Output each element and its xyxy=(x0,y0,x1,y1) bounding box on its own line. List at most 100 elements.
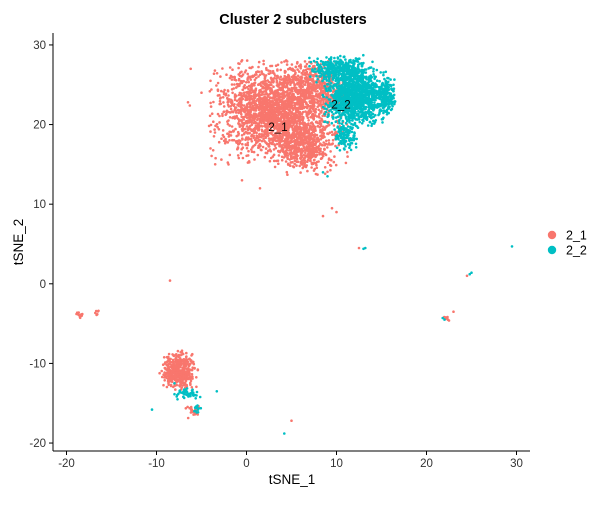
point-2_1 xyxy=(228,66,232,69)
point-2_1 xyxy=(256,70,259,73)
point-2_1 xyxy=(190,368,194,372)
point-2_1 xyxy=(184,407,188,410)
point-2_1 xyxy=(217,128,221,131)
point-2_1 xyxy=(236,147,239,151)
point-2_2 xyxy=(365,115,369,119)
point-2_1 xyxy=(257,60,261,64)
point-2_1 xyxy=(288,152,291,155)
point-2_1 xyxy=(269,64,272,68)
point-2_1 xyxy=(252,119,256,122)
point-2_1 xyxy=(302,138,306,141)
point-2_2 xyxy=(358,120,362,124)
point-2_1 xyxy=(231,110,234,113)
point-2_1 xyxy=(172,354,175,357)
point-2_2 xyxy=(315,60,319,64)
point-2_1 xyxy=(247,136,250,139)
point-2_2 xyxy=(329,104,333,108)
point-2_1 xyxy=(315,98,319,101)
point-2_1 xyxy=(214,156,217,160)
point-2_1 xyxy=(299,78,302,82)
point-2_2 xyxy=(324,110,328,114)
point-2_1 xyxy=(331,133,335,136)
point-2_1 xyxy=(280,115,283,118)
point-2_2 xyxy=(316,57,319,60)
point-2_1 xyxy=(286,124,290,128)
point-2_1 xyxy=(307,135,310,139)
point-2_1 xyxy=(240,60,243,63)
point-2_1 xyxy=(283,140,287,144)
point-2_1 xyxy=(307,140,311,143)
point-2_1 xyxy=(246,77,249,80)
point-2_1 xyxy=(292,92,295,96)
point-2_2 xyxy=(341,84,344,88)
point-2_1 xyxy=(230,83,234,86)
point-2_1 xyxy=(296,68,299,71)
point-2_1 xyxy=(306,84,310,87)
point-2_1 xyxy=(334,163,338,167)
point-2_1 xyxy=(284,125,288,129)
point-2_1 xyxy=(188,104,192,107)
point-2_1 xyxy=(285,135,289,139)
point-2_1 xyxy=(261,130,264,133)
point-2_2 xyxy=(331,78,335,81)
point-2_1 xyxy=(293,102,297,106)
point-2_1 xyxy=(245,85,249,89)
point-2_2 xyxy=(382,71,385,74)
point-2_1 xyxy=(290,63,294,66)
point-2_1 xyxy=(266,93,270,97)
point-2_1 xyxy=(309,148,313,151)
point-2_1 xyxy=(228,139,231,142)
point-2_2 xyxy=(330,110,334,114)
point-2_1 xyxy=(275,98,279,101)
point-2_1 xyxy=(167,370,171,373)
point-2_2 xyxy=(333,56,336,60)
point-2_1 xyxy=(167,373,171,377)
point-2_1 xyxy=(248,98,251,102)
point-2_1 xyxy=(298,96,302,99)
point-2_2 xyxy=(345,117,348,121)
point-2_2 xyxy=(341,96,345,99)
point-2_1 xyxy=(285,85,289,88)
point-2_1 xyxy=(281,126,285,130)
point-2_1 xyxy=(276,136,280,140)
point-2_1 xyxy=(298,122,302,126)
point-2_1 xyxy=(243,132,246,135)
point-2_1 xyxy=(226,89,230,93)
point-2_1 xyxy=(178,378,182,381)
point-2_2 xyxy=(346,83,350,86)
point-2_1 xyxy=(312,82,316,86)
point-2_1 xyxy=(293,82,296,86)
point-2_1 xyxy=(319,149,322,153)
point-2_2 xyxy=(343,99,347,103)
point-2_1 xyxy=(290,125,294,129)
point-2_1 xyxy=(267,145,271,148)
point-2_1 xyxy=(221,96,225,99)
point-2_1 xyxy=(320,152,323,156)
point-2_2 xyxy=(346,125,350,128)
point-2_2 xyxy=(354,117,358,121)
point-2_1 xyxy=(221,133,225,137)
point-2_1 xyxy=(239,151,243,155)
point-2_1 xyxy=(271,71,275,75)
point-2_1 xyxy=(305,102,308,106)
point-2_2 xyxy=(373,101,376,104)
point-2_2 xyxy=(356,104,360,107)
point-2_1 xyxy=(251,146,254,149)
point-2_1 xyxy=(252,74,256,78)
point-2_2 xyxy=(372,98,376,101)
point-2_1 xyxy=(270,81,274,84)
point-2_1 xyxy=(257,83,260,86)
point-2_1 xyxy=(247,87,250,91)
point-2_1 xyxy=(319,143,322,146)
point-2_2 xyxy=(334,116,338,119)
point-2_1 xyxy=(280,112,284,116)
point-2_1 xyxy=(281,134,284,138)
point-2_1 xyxy=(279,137,282,140)
point-2_1 xyxy=(300,107,304,110)
point-2_1 xyxy=(253,158,256,161)
point-2_1 xyxy=(196,368,200,371)
point-2_1 xyxy=(307,130,311,133)
point-2_1 xyxy=(240,112,243,116)
point-2_2 xyxy=(373,77,376,81)
